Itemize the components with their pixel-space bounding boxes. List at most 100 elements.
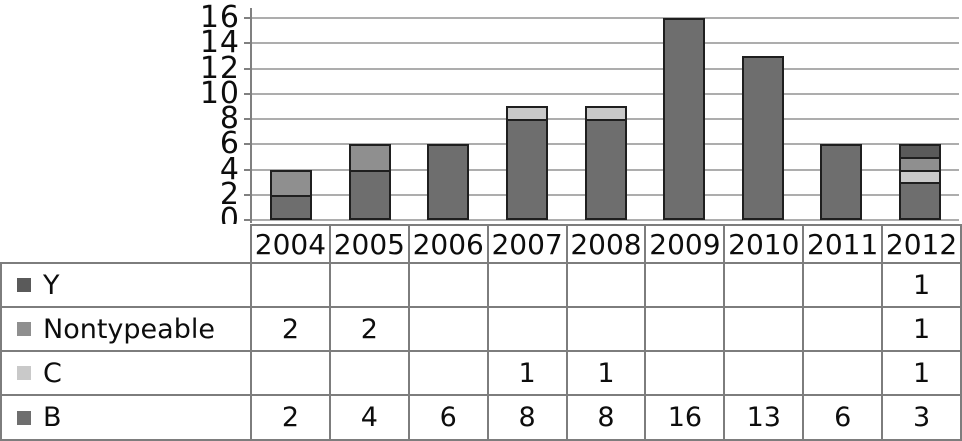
y-axis-label-2: 2 (219, 176, 240, 212)
value-cell-Nontypeable-2010 (725, 308, 805, 352)
value-cell-B-2005: 4 (330, 396, 410, 441)
value-cell-Y-2011 (804, 264, 884, 308)
legend-row-label-Nontypeable: Nontypeable (0, 308, 252, 352)
value-cell-Nontypeable-2006 (409, 308, 489, 352)
bar-segment-B-2006 (427, 144, 470, 220)
year-header-2011: 2011 (804, 224, 884, 264)
bar-segment-C-2012 (898, 169, 941, 185)
gridline-16 (252, 17, 959, 19)
year-header-2005: 2005 (330, 224, 410, 264)
year-header-2004: 2004 (252, 224, 331, 264)
y-axis-label-4: 4 (219, 151, 240, 187)
value-cell-Nontypeable-2008 (567, 308, 647, 352)
value-cell-B-2008: 8 (567, 396, 647, 441)
legend-table: 2004 2005 2006 2007 2008 2009 2010 2011 2012 Y 1 No… (0, 224, 962, 441)
value-cell-B-2007: 8 (488, 396, 568, 441)
y-axis-label-8: 8 (219, 101, 240, 136)
value-cell-Nontypeable-2011 (804, 308, 884, 352)
bar-segment-Nontypeable-2005 (348, 144, 391, 172)
y-axis-tick-2 (244, 193, 252, 196)
legend-label-text: Nontypeable (43, 313, 215, 345)
value-cell-Nontypeable-2012: 1 (883, 308, 962, 352)
value-cell-Y-2005 (330, 264, 410, 308)
value-cell-C-2004 (252, 352, 331, 396)
value-cell-B-2006: 6 (409, 396, 489, 441)
value-cell-B-2010: 13 (725, 396, 805, 441)
y-axis-label-16: 16 (199, 0, 240, 35)
y-axis-label-10: 10 (199, 75, 240, 111)
y-axis-tick-0 (244, 219, 252, 221)
value-cell-Nontypeable-2009 (646, 308, 726, 352)
y-axis-line (250, 8, 252, 223)
year-header-2010: 2010 (725, 224, 805, 264)
legend-row-label-Y: Y (0, 264, 252, 308)
bar-segment-B-2007 (505, 119, 548, 220)
bar-segment-Nontypeable-2004 (270, 169, 313, 197)
value-cell-C-2010 (725, 352, 805, 396)
year-header-2008: 2008 (567, 224, 647, 264)
value-cell-Y-2009 (646, 264, 726, 308)
legend-row-label-C: C (0, 352, 252, 396)
year-header-2007: 2007 (488, 224, 568, 264)
legend-label-text: C (43, 357, 62, 389)
gridline-12 (252, 67, 959, 70)
y-axis-tick-12 (244, 67, 252, 70)
y-axis-tick-10 (244, 92, 252, 95)
value-cell-Y-2012: 1 (883, 264, 962, 308)
value-cell-Y-2006 (409, 264, 489, 308)
bar-segment-B-2012 (898, 182, 941, 220)
value-cell-B-2011: 6 (804, 396, 884, 441)
y-axis-label-14: 14 (199, 25, 240, 61)
y-axis-tick-16 (244, 17, 252, 19)
value-cell-Y-2008 (567, 264, 647, 308)
bar-segment-Nontypeable-2012 (898, 156, 941, 172)
bar-segment-B-2005 (348, 169, 391, 220)
y-axis-label-12: 12 (199, 50, 240, 86)
value-cell-C-2005 (330, 352, 410, 396)
legend-label-text: Y (43, 269, 60, 301)
year-header-2006: 2006 (409, 224, 489, 264)
value-cell-Y-2004 (252, 264, 331, 308)
value-cell-C-2009 (646, 352, 726, 396)
gridline-10 (252, 92, 959, 95)
value-cell-C-2011 (804, 352, 884, 396)
bar-segment-C-2008 (584, 106, 627, 121)
legend-swatch-y-icon (17, 278, 31, 292)
bar-segment-B-2010 (741, 55, 784, 220)
y-axis-tick-8 (244, 118, 252, 120)
value-cell-B-2012: 3 (883, 396, 962, 441)
legend-swatch-nontypeable-icon (17, 322, 31, 336)
legend-swatch-b-icon (17, 410, 31, 425)
y-axis-tick-14 (244, 42, 252, 45)
value-cell-B-2009: 16 (646, 396, 726, 441)
value-cell-Nontypeable-2005: 2 (330, 308, 410, 352)
bar-segment-C-2007 (505, 106, 548, 121)
bar-segment-B-2004 (270, 194, 313, 220)
y-axis-label-6: 6 (219, 126, 240, 162)
bar-segment-B-2011 (820, 144, 863, 220)
bar-segment-Y-2012 (898, 144, 941, 159)
bar-segment-B-2008 (584, 119, 627, 220)
y-axis-tick-4 (244, 168, 252, 171)
value-cell-Nontypeable-2007 (488, 308, 568, 352)
value-cell-C-2007: 1 (488, 352, 568, 396)
legend-row-label-B: B (0, 396, 252, 441)
value-cell-B-2004: 2 (252, 396, 331, 441)
legend-swatch-c-icon (17, 366, 31, 380)
gridline-14 (252, 42, 959, 45)
bar-segment-B-2009 (663, 18, 706, 220)
year-header-2012: 2012 (883, 224, 962, 264)
value-cell-Y-2010 (725, 264, 805, 308)
value-cell-Y-2007 (488, 264, 568, 308)
legend-label-text: B (43, 402, 62, 433)
year-header-2009: 2009 (646, 224, 726, 264)
y-axis-tick-6 (244, 143, 252, 146)
value-cell-C-2012: 1 (883, 352, 962, 396)
table-corner-cell (0, 224, 252, 264)
value-cell-Nontypeable-2004: 2 (252, 308, 331, 352)
value-cell-C-2006 (409, 352, 489, 396)
gridline-0 (252, 219, 959, 221)
value-cell-C-2008: 1 (567, 352, 647, 396)
